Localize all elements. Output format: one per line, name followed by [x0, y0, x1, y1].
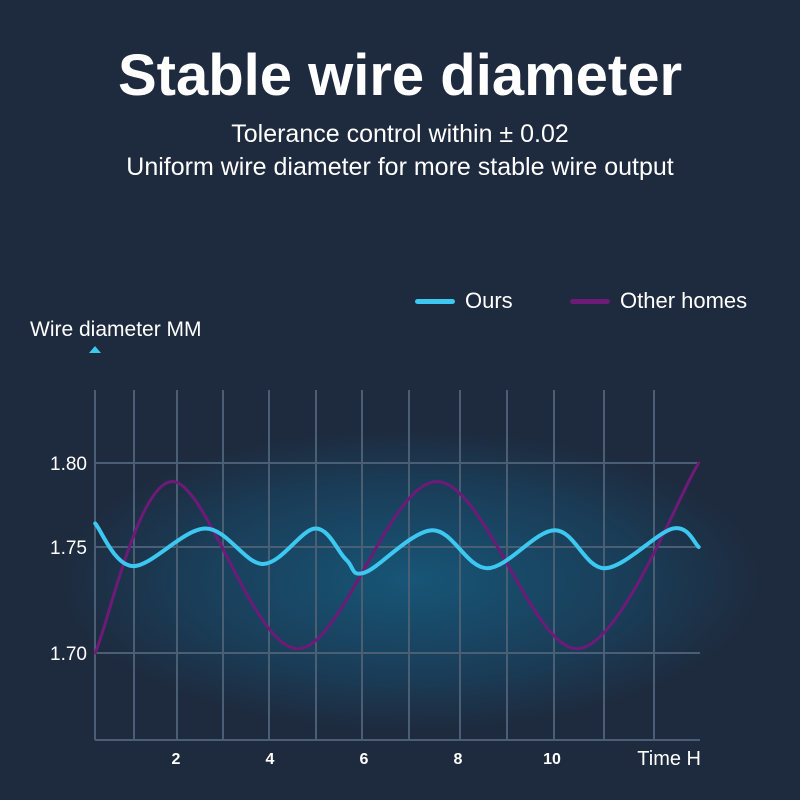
x-tick-label: 10 — [543, 751, 561, 768]
legend-item-ours: Ours — [415, 288, 513, 314]
y-tick-label: 1.80 — [50, 454, 87, 475]
x-axis-label: Time H — [637, 748, 701, 770]
subtitle-uniform: Uniform wire diameter for more stable wi… — [126, 153, 674, 181]
legend-item-other: Other homes — [570, 288, 747, 314]
legend-swatch-ours — [415, 298, 455, 304]
page-title: Stable wire diameter — [117, 43, 683, 108]
series-line-ours — [93, 521, 701, 576]
legend-swatch-other — [570, 298, 610, 304]
x-tick-label: 8 — [454, 751, 463, 768]
y-axis-label: Wire diameter MM — [30, 318, 202, 341]
x-tick-label: 4 — [266, 751, 275, 768]
subtitle-tolerance: Tolerance control within ± 0.02 — [231, 120, 569, 148]
legend-label-ours: Ours — [465, 288, 513, 313]
y-tick-label: 1.70 — [50, 644, 87, 665]
x-tick-label: 6 — [360, 751, 369, 768]
x-tick-label: 2 — [172, 751, 181, 768]
legend-label-other: Other homes — [620, 288, 748, 313]
y-tick-label: 1.75 — [50, 538, 87, 559]
y-axis-arrow-icon — [89, 346, 101, 353]
series-line-other-homes — [93, 461, 701, 655]
